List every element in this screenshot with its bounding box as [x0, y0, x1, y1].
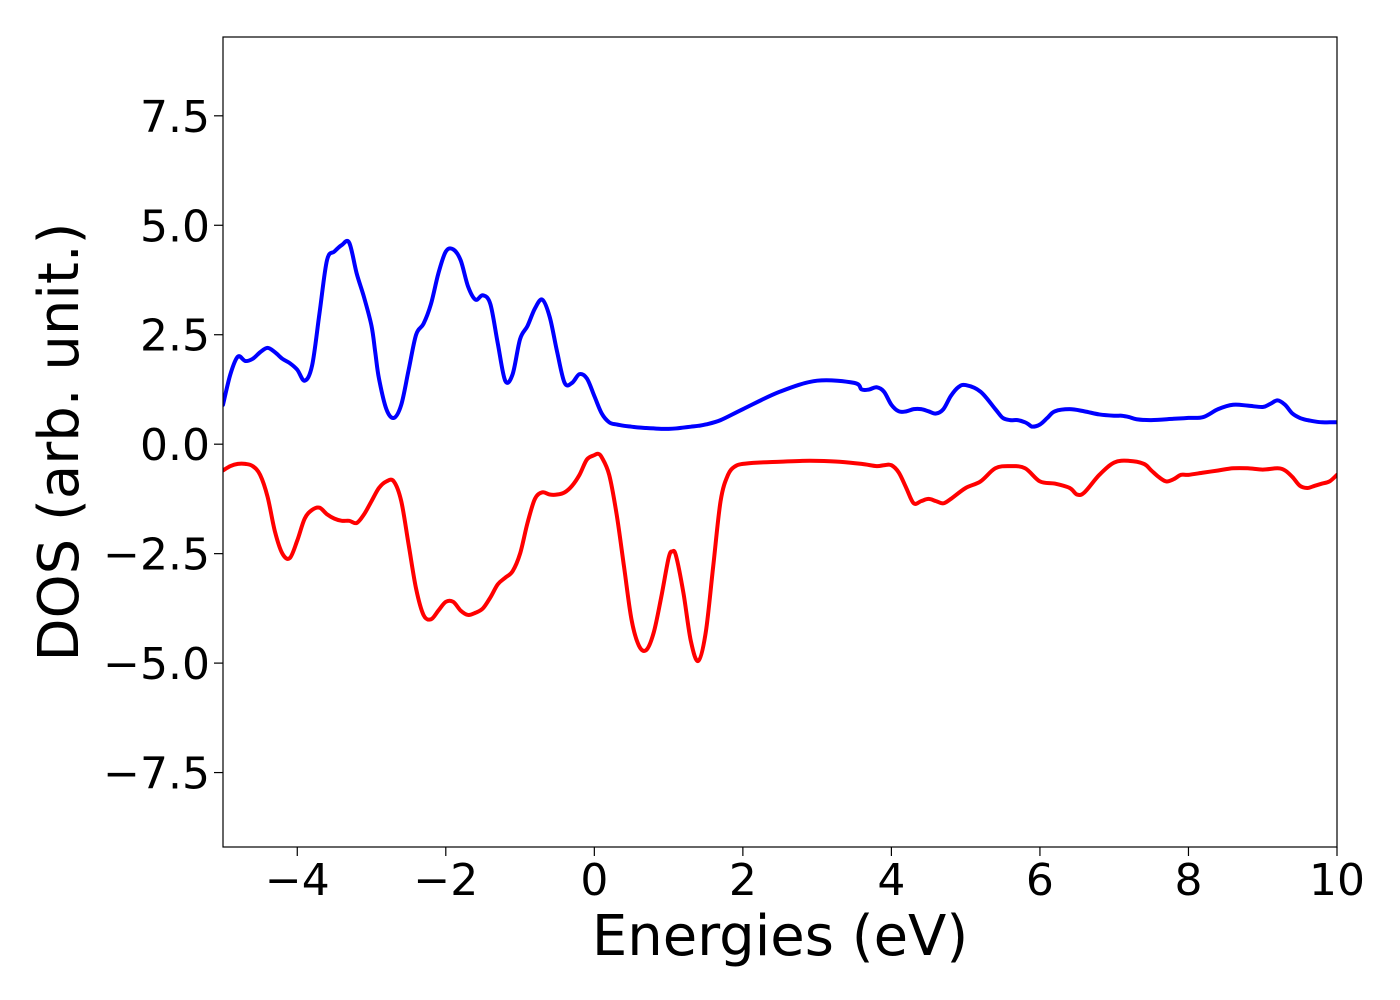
x-tick-label: −2	[413, 855, 478, 906]
y-tick-label: −7.5	[103, 749, 210, 800]
plot-frame	[222, 36, 1338, 848]
x-axis: −4 −2 0 2 4 6 8 10	[265, 847, 1365, 906]
spin-down-series-line	[223, 451, 1337, 663]
x-tick-label: 2	[729, 855, 757, 906]
y-tick-label: 7.5	[140, 92, 210, 143]
x-tick-label: 0	[580, 855, 608, 906]
x-tick-label: −4	[265, 855, 330, 906]
x-tick-label: 6	[1026, 855, 1054, 906]
y-tick-label: 2.5	[140, 311, 210, 362]
y-tick-label: −5.0	[103, 639, 210, 690]
x-axis-label: Energies (eV)	[592, 904, 968, 969]
y-tick-label: 0.0	[140, 420, 210, 471]
series-layer	[223, 238, 1337, 663]
y-axis-label: DOS (arb. unit.)	[27, 222, 92, 661]
y-tick-label: −2.5	[103, 530, 210, 581]
x-tick-label: 4	[877, 855, 905, 906]
y-tick-label: 5.0	[140, 201, 210, 252]
y-axis: 7.5 5.0 2.5 0.0 −2.5 −5.0 −7.5	[103, 92, 223, 800]
x-tick-label: 8	[1174, 855, 1202, 906]
x-tick-label: 10	[1309, 855, 1365, 906]
spin-up-series-line	[223, 238, 1337, 431]
